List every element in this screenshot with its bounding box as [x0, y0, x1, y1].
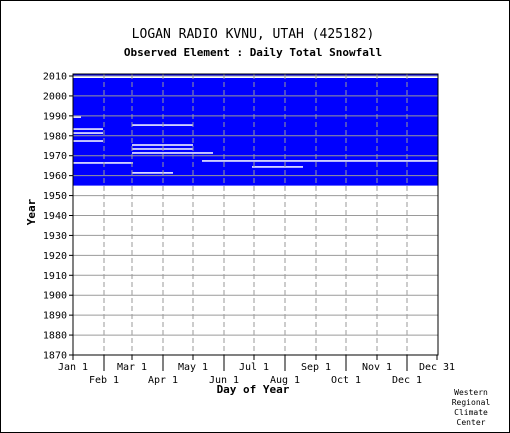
- x-tick-label: May 1: [178, 362, 208, 373]
- missing-data-gap: [202, 160, 438, 162]
- grid-layer: [72, 73, 439, 356]
- x-tick-label: Dec 31: [419, 362, 455, 373]
- y-tick-label: 1890: [43, 311, 67, 322]
- y-axis-label: Year: [25, 198, 38, 225]
- y-tick-label: 2010: [43, 71, 67, 82]
- y-tick-label: 1970: [43, 151, 67, 162]
- x-tick-label: Sep 1: [301, 362, 331, 373]
- data-block: [73, 74, 438, 186]
- x-axis-label: Day of Year: [217, 383, 290, 396]
- y-tick-label: 2000: [43, 91, 67, 102]
- missing-data-gap: [73, 132, 103, 134]
- credit-line: Regional: [451, 398, 491, 407]
- missing-data-gap: [132, 172, 173, 174]
- credit-line: Climate: [454, 408, 488, 417]
- credit-line: Center: [456, 418, 486, 427]
- x-tick-label: Feb 1: [89, 375, 119, 386]
- x-tick-label: Apr 1: [148, 375, 178, 386]
- missing-data-gap: [73, 116, 81, 118]
- y-tick-label: 1910: [43, 271, 67, 282]
- y-tick-label: 1990: [43, 111, 67, 122]
- x-tick-label: Oct 1: [331, 375, 361, 386]
- missing-data-gap: [252, 166, 303, 168]
- missing-data-gap: [132, 144, 193, 146]
- missing-data-gap: [73, 76, 438, 78]
- data-layer: [73, 74, 438, 186]
- axis-layer: 1870 1880 1890 1900 1910 1920 1930 1940 1950 1960…: [43, 71, 455, 386]
- missing-data-gap: [73, 162, 133, 164]
- chart-title: LOGAN RADIO KVNU, UTAH (425182): [132, 27, 375, 42]
- x-tick-label: Jun 1: [209, 375, 239, 386]
- x-tick-label: Mar 1: [117, 362, 147, 373]
- x-tick-label: Jul 1: [239, 362, 269, 373]
- y-tick-label: 1960: [43, 171, 67, 182]
- y-tick-label: 1930: [43, 231, 67, 242]
- wrcc-credit: Western Regional Climate Center: [441, 388, 501, 428]
- y-tick-label: 1980: [43, 131, 67, 142]
- missing-data-gap: [132, 152, 213, 154]
- missing-data-gap: [73, 128, 103, 130]
- plot-border: [72, 73, 439, 356]
- x-tick-label: Dec 1: [392, 375, 422, 386]
- missing-data-gap: [73, 140, 103, 142]
- y-tick-label: 1950: [43, 191, 67, 202]
- x-tick-label: Jan 1: [58, 362, 88, 373]
- credit-line: Western: [454, 388, 488, 397]
- y-tick-label: 1880: [43, 331, 67, 342]
- y-tick-label: 1940: [43, 211, 67, 222]
- chart-subtitle: Observed Element : Daily Total Snowfall: [124, 46, 382, 59]
- y-tick-label: 1920: [43, 251, 67, 262]
- x-tick-label: Aug 1: [270, 375, 300, 386]
- x-tick-label: Nov 1: [362, 362, 392, 373]
- y-tick-label: 1900: [43, 291, 67, 302]
- y-tick-label: 1870: [43, 351, 67, 362]
